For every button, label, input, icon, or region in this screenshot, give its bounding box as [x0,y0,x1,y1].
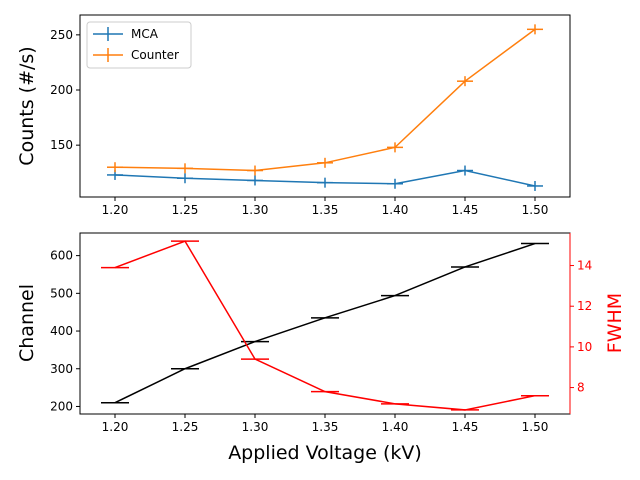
counter-point [247,165,263,176]
legend-mca-label: MCA [131,27,159,41]
mca-point [177,173,193,184]
mca-point [387,178,403,189]
mca-point [527,180,543,191]
counts-chart: 1.20 1.25 1.30 1.35 1.40 1.45 1.50 150 200 250 Co… [16,14,571,217]
channel-x-tick-label: 1.25 [172,420,199,434]
x-axis-label: Applied Voltage (kV) [228,442,422,464]
channel-y-tick-label: 500 [50,286,73,300]
channel-fwhm-chart: 1.20 1.25 1.30 1.35 1.40 1.45 1.50 200 300 400 500… [16,232,626,464]
counts-series-layer [107,24,543,191]
fwhm-y-tick-label: 8 [577,381,585,395]
legend-entry-counter: Counter [93,48,179,62]
counter-point [387,142,403,153]
legend-entry-mca: MCA [93,27,159,41]
channel-y-tick-label: 300 [50,362,73,376]
counts-x-tick-label: 1.25 [172,203,199,217]
counter-point [527,24,543,35]
channel-y-tick-label: 200 [50,399,73,413]
channel-fwhm-series-layer [101,240,549,411]
channel-x-tick-label: 1.20 [102,420,129,434]
mca-point [317,177,333,188]
fwhm-y-tick-label: 14 [577,259,592,273]
counter-point [107,162,123,173]
mca-point [457,165,473,176]
channel-x-tick-label: 1.45 [452,420,479,434]
counter-point [457,76,473,87]
channel-y-axis-label: Channel [16,284,38,362]
channel-y-tick-label: 400 [50,324,73,338]
channel-x-tick-label: 1.35 [312,420,339,434]
fwhm-y-tick-label: 12 [577,299,592,313]
counts-y-axis-label: Counts (#/s) [16,46,38,165]
channel-x-tick-label: 1.50 [522,420,549,434]
fwhm-y-tick-label: 10 [577,340,592,354]
counts-x-tick-label: 1.50 [522,203,549,217]
channel-y-tick-label: 600 [50,249,73,263]
counter-point [177,163,193,174]
counts-axes: 1.20 1.25 1.30 1.35 1.40 1.45 1.50 150 200 250 [50,28,548,217]
counts-y-tick-label: 200 [50,83,73,97]
legend: MCA Counter [86,21,192,69]
counts-y-tick-label: 150 [50,138,73,152]
channel-x-tick-label: 1.30 [242,420,269,434]
counts-x-tick-label: 1.40 [382,203,409,217]
counts-x-tick-label: 1.20 [102,203,129,217]
legend-counter-label: Counter [131,48,179,62]
channel-plot-frame [79,232,571,415]
counts-x-tick-label: 1.35 [312,203,339,217]
counts-y-tick-label: 250 [50,28,73,42]
counts-x-tick-label: 1.30 [242,203,269,217]
counts-x-tick-label: 1.45 [452,203,479,217]
mca-point [247,175,263,186]
counter-point [317,157,333,168]
fwhm-y-axis-label: FWHM [604,293,626,353]
channel-fwhm-axes: 1.20 1.25 1.30 1.35 1.40 1.45 1.50 200 300 400 500… [50,233,592,434]
channel-x-tick-label: 1.40 [382,420,409,434]
